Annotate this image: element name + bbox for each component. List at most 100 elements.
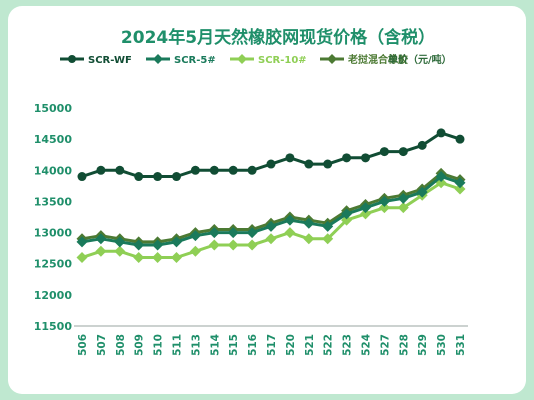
data-point	[76, 236, 88, 248]
legend-label: SCR-WF	[88, 55, 132, 66]
y-tick-label: 11500	[34, 320, 73, 333]
x-tick-label: 513	[190, 334, 202, 356]
data-point	[76, 251, 88, 263]
x-tick-label: 528	[398, 334, 410, 356]
series-3	[76, 177, 466, 263]
x-tick-label: 523	[342, 334, 354, 356]
chart: 2024年5月天然橡胶网现货价格（含税） SCR-WF SCR-5# SCR-10#…	[34, 27, 468, 356]
legend-marker	[327, 54, 337, 64]
x-tick-label: 520	[285, 334, 297, 356]
data-point	[246, 239, 258, 251]
data-point	[379, 147, 389, 157]
data-point	[454, 183, 466, 195]
unit-label: 单价（元/吨）	[388, 53, 452, 66]
x-tick-label: 515	[228, 334, 240, 356]
data-point	[361, 153, 370, 163]
data-point	[190, 165, 200, 175]
y-tick-label: 14000	[34, 164, 73, 177]
x-axis: 506 507 508 509 510 511 513 514 515 516 517 520 521 5…	[74, 325, 468, 356]
data-point	[227, 227, 239, 239]
y-tick-label: 12000	[34, 289, 73, 302]
data-point	[95, 233, 107, 245]
data-point	[436, 128, 446, 138]
data-point	[114, 236, 126, 248]
data-point	[246, 227, 258, 239]
x-tick-label: 511	[172, 334, 184, 356]
x-tick-label: 530	[436, 334, 448, 356]
legend-item: SCR-10#	[230, 54, 307, 66]
data-point	[398, 147, 408, 157]
y-tick-label: 14500	[34, 133, 73, 146]
legend-marker	[68, 55, 76, 63]
data-point	[284, 214, 296, 226]
data-point	[115, 165, 125, 175]
legend-item: 老挝混合橡胶	[320, 53, 408, 66]
x-tick-label: 531	[455, 334, 467, 356]
x-tick-label: 516	[247, 334, 259, 356]
data-point	[416, 186, 428, 198]
chart-title: 2024年5月天然橡胶网现货价格（含税）	[121, 27, 435, 48]
data-point	[360, 202, 371, 214]
x-tick-label: 527	[379, 334, 391, 356]
data-point	[228, 165, 238, 175]
x-tick-label: 510	[153, 334, 165, 356]
x-tick-label: 507	[96, 334, 108, 356]
data-point	[96, 165, 106, 175]
data-point	[323, 159, 333, 169]
data-point	[265, 220, 277, 232]
data-point	[77, 172, 87, 182]
data-point	[189, 230, 201, 242]
y-tick-label: 13500	[34, 195, 73, 208]
legend-marker	[153, 54, 163, 64]
data-point	[417, 140, 427, 150]
data-point	[134, 172, 144, 182]
data-point	[227, 239, 239, 251]
data-point	[455, 134, 465, 144]
x-tick-label: 509	[134, 334, 146, 356]
data-point	[378, 202, 390, 214]
data-point	[171, 236, 182, 248]
data-point	[454, 177, 466, 189]
data-point	[341, 208, 353, 220]
y-tick-label: 15000	[34, 102, 73, 115]
data-point	[95, 245, 107, 257]
x-tick-label: 508	[115, 334, 127, 356]
data-point	[397, 192, 409, 204]
legend-label: SCR-5#	[174, 55, 216, 66]
chart-card: 2024年5月天然橡胶网现货价格（含税） SCR-WF SCR-5# SCR-10#…	[8, 6, 526, 394]
series-layer	[76, 128, 466, 263]
data-point	[133, 251, 145, 263]
x-tick-label: 524	[361, 334, 373, 356]
data-point	[265, 233, 277, 245]
data-point	[208, 239, 220, 251]
data-point	[171, 251, 182, 263]
x-tick-label: 529	[417, 334, 429, 356]
series-2	[76, 171, 466, 251]
data-point	[266, 159, 276, 169]
data-point	[322, 220, 334, 232]
data-point	[285, 153, 295, 163]
data-point	[342, 153, 352, 163]
data-point	[284, 227, 296, 239]
data-point	[397, 202, 409, 214]
data-point	[303, 233, 315, 245]
legend-label: SCR-10#	[258, 55, 307, 66]
data-point	[152, 251, 164, 263]
legend-item: SCR-WF	[60, 55, 132, 66]
legend-marker	[237, 54, 247, 64]
data-point	[378, 195, 390, 207]
data-point	[133, 239, 145, 251]
data-point	[152, 239, 164, 251]
data-point	[322, 233, 334, 245]
data-point	[303, 217, 315, 229]
data-point	[153, 172, 163, 182]
legend-item: SCR-5#	[146, 54, 216, 66]
series-1	[77, 128, 465, 182]
legend-label: 老挝混合橡胶	[347, 53, 408, 66]
data-point	[247, 165, 257, 175]
data-point	[172, 172, 181, 182]
x-tick-label: 522	[323, 334, 335, 356]
data-point	[209, 165, 219, 175]
x-tick-label: 517	[266, 334, 278, 356]
